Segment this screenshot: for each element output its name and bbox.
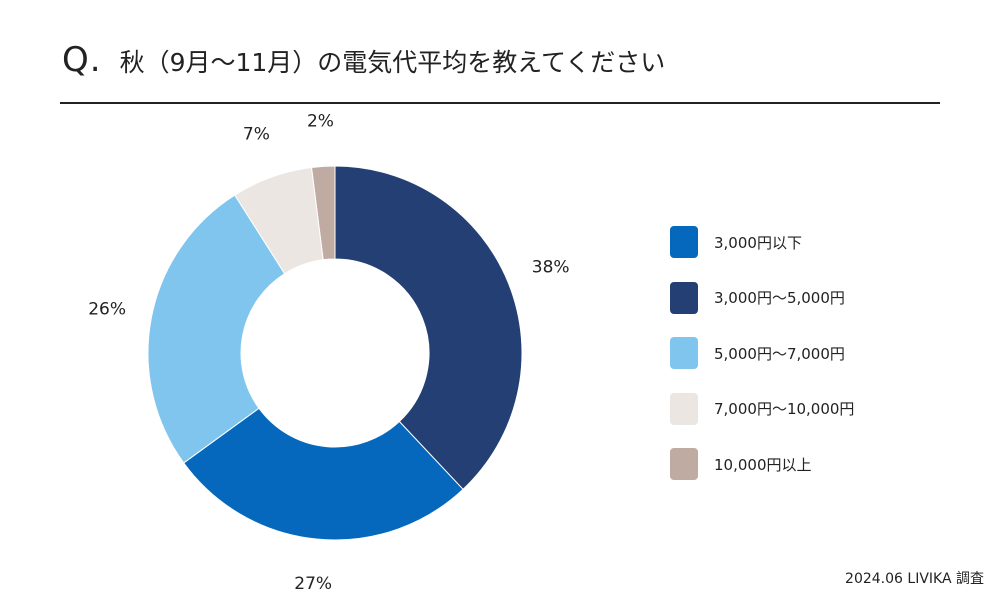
title-underline: [60, 102, 940, 104]
donut-slices: [147, 165, 523, 541]
legend-item-3000-5000: 3,000円〜5,000円: [670, 281, 854, 314]
legend-label: 3,000円以下: [714, 233, 802, 252]
value-label-3000-5000: 38%: [532, 258, 570, 278]
chart-title-row: Q. 秋（9月〜11月）の電気代平均を教えてください: [62, 40, 665, 96]
legend-item-under-3000: 3,000円以下: [670, 226, 854, 258]
legend-item-7000-10000: 7,000円〜10,000円: [670, 392, 855, 425]
donut-value-labels: 38% 27% 26% 7% 2%: [88, 111, 569, 594]
legend-swatch: [670, 281, 698, 314]
legend-label: 3,000円〜5,000円: [714, 289, 845, 307]
legend-label: 7,000円〜10,000円: [714, 400, 855, 418]
legend-label: 5,000円〜7,000円: [714, 344, 845, 363]
value-label-under-3000: 27%: [294, 574, 332, 594]
donut-slice-over-10000: [311, 165, 336, 261]
value-label-over-10000: 2%: [307, 111, 334, 131]
donut-slice-5000-7000: [147, 194, 286, 464]
question-mark-label: Q.: [62, 40, 102, 80]
legend-item-5000-7000: 5,000円〜7,000円: [670, 337, 854, 369]
source-note: 2024.06 LIVIKA 調査: [845, 571, 984, 587]
legend-swatch: [670, 392, 698, 425]
donut-slice-under-3000: [183, 407, 464, 541]
value-label-7000-10000: 7%: [243, 125, 270, 145]
donut-slice-3000-5000: [334, 165, 523, 491]
value-label-5000-7000: 26%: [88, 300, 126, 320]
legend-swatch: [670, 226, 698, 258]
legend-item-over-10000: 10,000円以上: [670, 448, 854, 480]
legend-label: 10,000円以上: [714, 455, 812, 474]
legend-swatch: [670, 337, 698, 369]
chart-legend: 3,000円以下 3,000円〜5,000円 5,000円〜7,000円 7,0…: [670, 226, 854, 504]
legend-swatch: [670, 448, 698, 480]
chart-title: 秋（9月〜11月）の電気代平均を教えてください: [119, 48, 666, 77]
